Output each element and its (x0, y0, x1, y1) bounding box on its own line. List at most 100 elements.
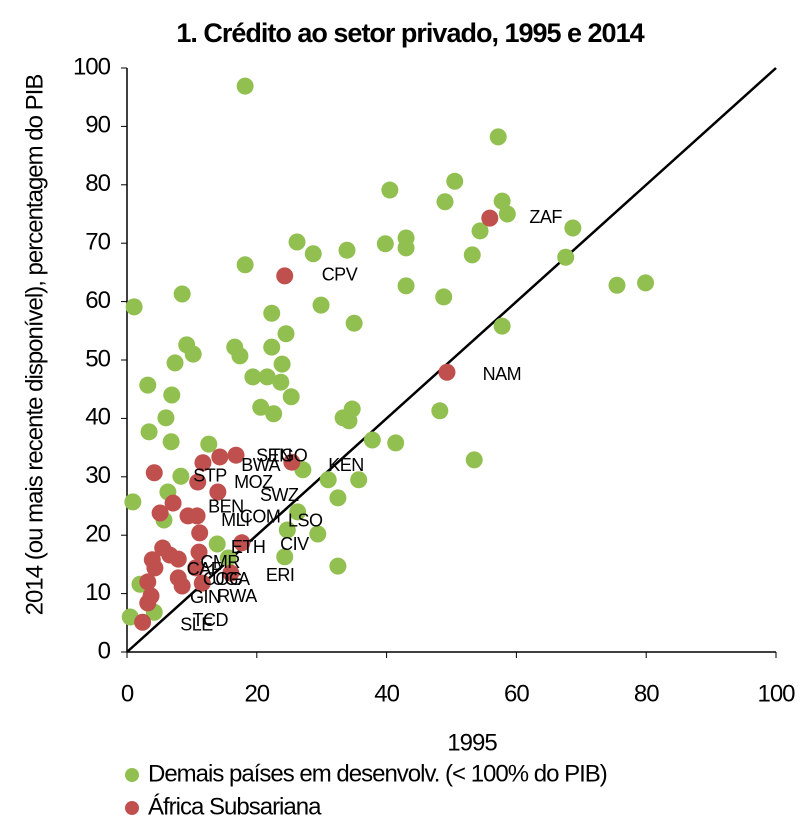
point (194, 454, 212, 472)
point (164, 494, 182, 512)
x-tick-label: 40 (374, 680, 399, 707)
point (381, 181, 399, 199)
y-tick-label: 70 (85, 229, 110, 256)
x-tick-label: 0 (121, 680, 134, 707)
annotation: TCD (193, 610, 229, 630)
point (173, 577, 191, 595)
point (146, 559, 164, 577)
point (350, 471, 368, 489)
point (312, 296, 330, 314)
point (289, 503, 307, 521)
legend-marker (125, 801, 139, 815)
point (431, 402, 449, 420)
point (227, 446, 245, 464)
point (125, 298, 143, 316)
point (397, 277, 415, 295)
point (465, 451, 483, 469)
point (304, 245, 322, 263)
annotation: UGA (212, 569, 250, 589)
y-tick-label: 50 (85, 345, 110, 372)
annotation: COG (203, 569, 243, 589)
point (190, 543, 208, 561)
point (435, 288, 453, 306)
annotation: NAM (483, 364, 521, 384)
point (211, 448, 229, 466)
point (329, 557, 347, 575)
point (309, 525, 327, 543)
point (338, 241, 356, 259)
point (263, 304, 281, 322)
y-tick-label: 100 (73, 53, 111, 80)
annotation: SLE (180, 614, 213, 634)
annotation: GIN (190, 587, 221, 607)
point (134, 613, 152, 631)
point (436, 193, 454, 211)
point (319, 471, 337, 489)
point (244, 368, 262, 386)
point (288, 233, 306, 251)
point (166, 354, 184, 372)
x-axis-label: 1995 (447, 729, 497, 756)
x-tick-label: 20 (244, 680, 269, 707)
point (265, 405, 283, 423)
point (209, 483, 227, 501)
annotation: MLI (221, 510, 250, 530)
point (282, 388, 300, 406)
point (471, 222, 489, 240)
point (258, 368, 276, 386)
point (329, 489, 347, 507)
point (376, 235, 394, 253)
point (188, 507, 206, 525)
annotation: KEN (328, 455, 364, 475)
annotation: ERI (266, 565, 295, 585)
point (189, 473, 207, 491)
y-tick-label: 0 (98, 637, 111, 664)
point (191, 524, 209, 542)
y-tick-label: 60 (85, 287, 110, 314)
point (263, 338, 281, 356)
point (172, 467, 190, 485)
annotation: BEN (208, 497, 244, 517)
point (463, 246, 481, 264)
point (498, 205, 516, 223)
annotation: CIV (280, 534, 309, 554)
y-tick-label: 40 (85, 404, 110, 431)
annotation: STP (193, 466, 227, 486)
point (236, 77, 254, 95)
annotation: RWA (217, 586, 257, 606)
legend-label: África Subsariana (148, 793, 322, 820)
point (139, 573, 157, 591)
point (489, 128, 507, 146)
point (273, 355, 291, 373)
annotation: ZAF (529, 207, 562, 227)
y-tick-label: 80 (85, 170, 110, 197)
point (200, 435, 218, 453)
point (363, 431, 381, 449)
annotation: SEN (256, 446, 292, 466)
point (162, 433, 180, 451)
point (169, 550, 187, 568)
x-tick-label: 80 (634, 680, 659, 707)
chart-title: 1. Crédito ao setor privado, 1995 e 2014 (176, 18, 644, 48)
point (345, 314, 363, 332)
legend-marker (125, 768, 139, 782)
x-tick-label: 100 (757, 680, 795, 707)
annotation: ETH (231, 537, 266, 557)
point (278, 521, 296, 539)
y-tick-label: 20 (85, 521, 110, 548)
point (564, 219, 582, 237)
point (187, 559, 205, 577)
point (387, 434, 405, 452)
annotation: CAF (187, 559, 222, 579)
point (163, 386, 181, 404)
point (208, 535, 226, 553)
point (276, 267, 294, 285)
annotation: LSO (288, 511, 323, 531)
point (276, 548, 294, 566)
point (236, 256, 254, 274)
point (157, 409, 175, 427)
y-axis-label: 2014 (ou mais recente disponível), perce… (21, 75, 48, 616)
point (340, 412, 358, 430)
annotation: BWA (241, 455, 280, 475)
point (608, 276, 626, 294)
